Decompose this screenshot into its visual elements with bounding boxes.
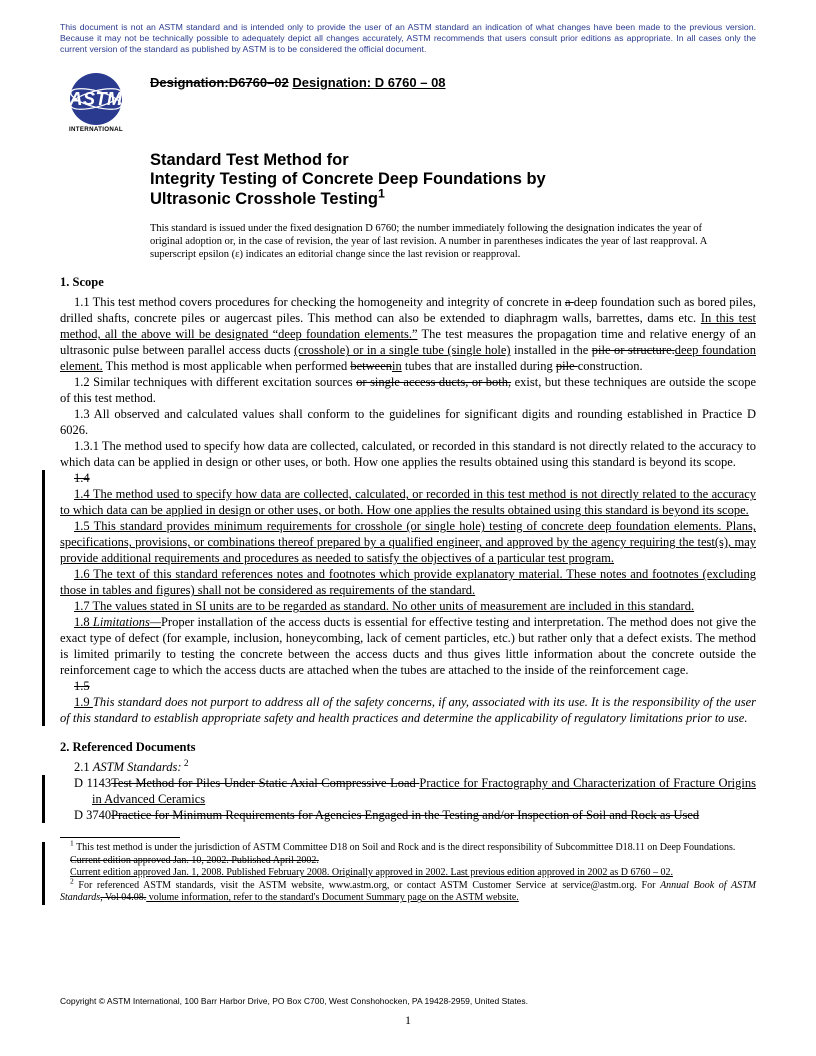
para-1-4-old: 1.4	[60, 470, 756, 486]
para-1-3-1: 1.3.1 The method used to specify how dat…	[60, 438, 756, 470]
para-1-5: 1.5 This standard provides minimum requi…	[60, 518, 756, 566]
para-1-9: 1.9 This standard does not purport to ad…	[60, 694, 756, 726]
footnote-separator	[60, 837, 180, 838]
header-row: ASTM INTERNATIONAL Designation:D6760–02 …	[60, 69, 756, 141]
designation-line: Designation:D6760–02 Designation: D 6760…	[150, 75, 446, 90]
header-disclaimer: This document is not an ASTM standard an…	[60, 22, 756, 55]
footnote-2: 2 For referenced ASTM standards, visit t…	[60, 880, 756, 905]
section-1-head: 1. Scope	[60, 275, 756, 290]
page-number: 1	[0, 1013, 816, 1028]
footnote-1: 1 This test method is under the jurisdic…	[60, 842, 756, 855]
copyright-line: Copyright © ASTM International, 100 Barr…	[60, 996, 528, 1006]
para-1-3: 1.3 All observed and calculated values s…	[60, 406, 756, 438]
footnote-1-old: Current edition approved Jan. 10, 2002. …	[60, 855, 756, 868]
standard-title: Standard Test Method for Integrity Testi…	[150, 151, 756, 210]
logo-text-astm: ASTM	[60, 89, 132, 110]
para-1-1: 1.1 This test method covers procedures f…	[60, 294, 756, 374]
para-1-7: 1.7 The values stated in SI units are to…	[60, 598, 756, 614]
para-1-8: 1.8 Limitations—Proper installation of t…	[60, 614, 756, 678]
para-1-4: 1.4 The method used to specify how data …	[60, 486, 756, 518]
para-1-2: 1.2 Similar techniques with different ex…	[60, 374, 756, 406]
para-1-6: 1.6 The text of this standard references…	[60, 566, 756, 598]
title-block: Standard Test Method for Integrity Testi…	[150, 151, 756, 262]
section-2-head: 2. Referenced Documents	[60, 740, 756, 755]
ref-d1143: D 1143Test Method for Piles Under Static…	[60, 775, 756, 807]
footnote-1-new: Current edition approved Jan. 1, 2008. P…	[60, 867, 756, 880]
logo-text-intl: INTERNATIONAL	[60, 126, 132, 133]
astm-logo: ASTM INTERNATIONAL	[60, 69, 132, 141]
para-2-1: 2.1 ASTM Standards: 2	[60, 759, 756, 775]
para-1-5-old: 1.5	[60, 678, 756, 694]
issuance-note: This standard is issued under the fixed …	[150, 222, 736, 261]
ref-d3740: D 3740Practice for Minimum Requirements …	[60, 807, 756, 823]
